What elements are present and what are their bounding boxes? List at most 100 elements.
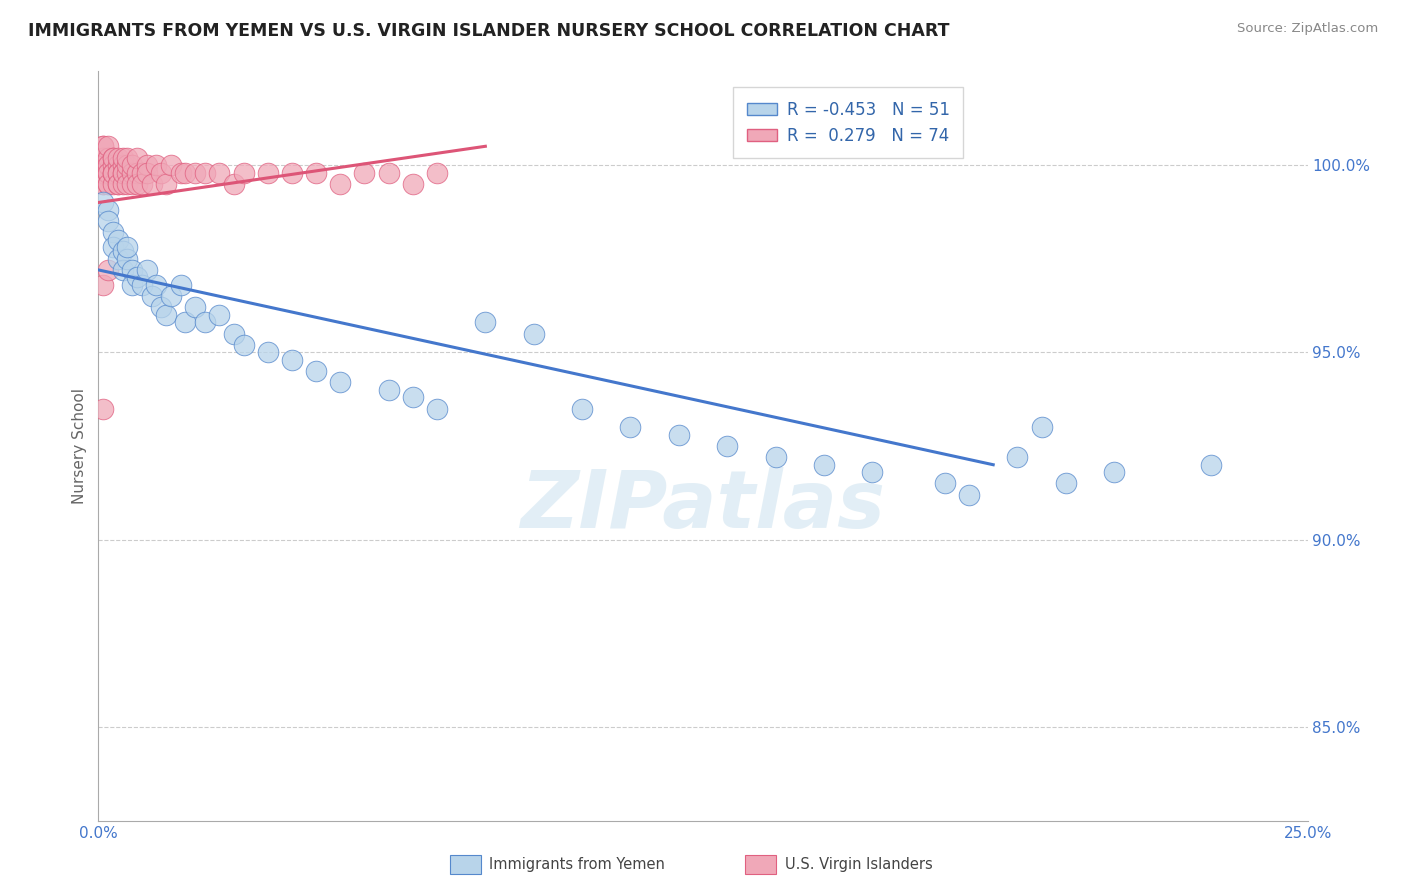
Point [97,151,120,165]
Point [232,338,254,352]
Point [208,308,231,322]
Point [121,165,143,179]
Point [121,177,143,191]
Point [91,177,114,191]
Point [377,383,399,397]
Point [426,165,449,179]
Point [1007,450,1029,465]
Point [160,289,183,303]
Point [121,277,143,292]
Point [813,458,835,472]
Point [101,151,124,165]
Point [141,177,163,191]
Point [305,165,328,179]
Point [117,252,139,266]
Point [155,177,177,191]
Point [329,177,352,191]
Point [194,165,217,179]
Point [135,165,157,179]
Point [121,158,143,172]
Point [174,315,197,329]
Point [155,308,177,322]
Point [117,165,139,179]
Point [523,326,546,341]
Point [934,476,956,491]
Point [101,226,124,240]
Point [281,352,304,367]
Point [91,165,114,179]
Point [111,158,134,172]
Point [117,240,139,254]
Point [97,165,120,179]
Legend: R = -0.453   N = 51, R =  0.279   N = 74: R = -0.453 N = 51, R = 0.279 N = 74 [734,87,963,158]
Point [127,177,149,191]
Point [256,345,278,359]
Point [305,364,328,378]
Point [91,165,114,179]
Point [716,439,738,453]
Point [135,158,157,172]
Point [426,401,449,416]
Point [1199,458,1222,472]
Point [97,214,120,228]
Point [91,139,114,153]
Point [91,401,114,416]
Point [101,165,124,179]
Point [127,270,149,285]
Point [150,301,173,315]
Text: ZIPatlas: ZIPatlas [520,467,886,545]
Point [91,195,114,210]
Point [111,165,134,179]
Point [145,158,167,172]
Point [107,233,129,247]
Point [127,151,149,165]
Point [107,165,129,179]
Point [127,165,149,179]
Text: Immigrants from Yemen: Immigrants from Yemen [489,857,665,871]
Point [97,263,120,277]
Point [145,277,167,292]
Point [91,158,114,172]
Point [281,165,304,179]
Point [101,151,124,165]
Point [97,177,120,191]
Point [174,165,197,179]
Point [97,177,120,191]
Point [194,315,217,329]
Point [208,165,231,179]
Point [111,244,134,259]
Point [111,263,134,277]
Point [377,165,399,179]
Text: Source: ZipAtlas.com: Source: ZipAtlas.com [1237,22,1378,36]
Point [232,165,254,179]
Point [1054,476,1077,491]
Point [97,158,120,172]
Point [402,177,425,191]
Point [107,158,129,172]
Point [111,151,134,165]
Text: U.S. Virgin Islanders: U.S. Virgin Islanders [785,857,932,871]
Point [131,277,153,292]
Point [97,165,120,179]
Point [169,277,191,292]
Point [402,390,425,404]
Point [107,177,129,191]
Point [1102,465,1125,479]
Point [222,177,245,191]
Point [111,165,134,179]
Point [117,151,139,165]
Point [117,177,139,191]
Point [107,177,129,191]
Point [107,252,129,266]
Text: IMMIGRANTS FROM YEMEN VS U.S. VIRGIN ISLANDER NURSERY SCHOOL CORRELATION CHART: IMMIGRANTS FROM YEMEN VS U.S. VIRGIN ISL… [28,22,949,40]
Point [353,165,375,179]
Point [957,488,980,502]
Point [101,158,124,172]
Point [97,202,120,217]
Point [131,177,153,191]
Point [765,450,787,465]
Point [860,465,883,479]
Point [131,165,153,179]
Point [91,165,114,179]
Point [101,177,124,191]
